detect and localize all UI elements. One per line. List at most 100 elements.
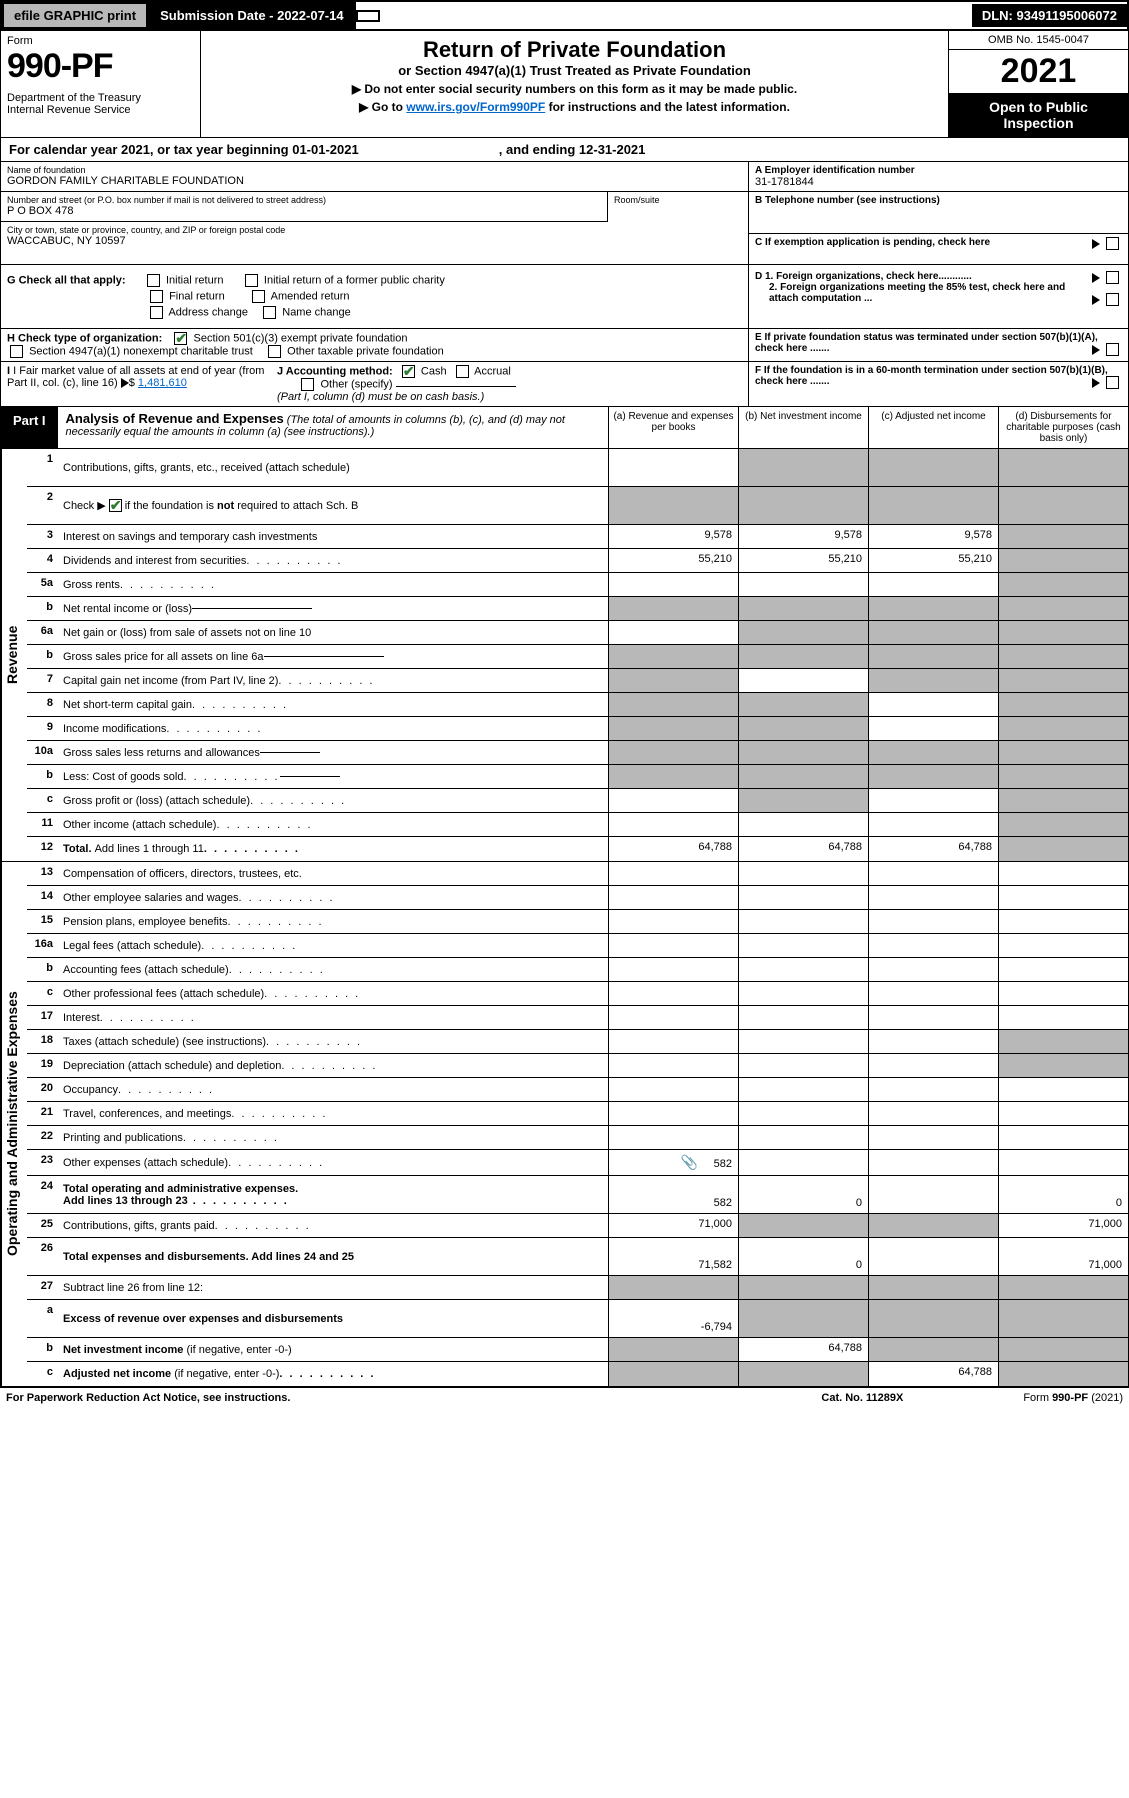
line-12: Total. Add lines 1 through 11 (59, 837, 608, 861)
submission-date-box (356, 10, 380, 22)
entity-info: Name of foundation GORDON FAMILY CHARITA… (0, 162, 1129, 265)
exemption-pending-cell: C If exemption application is pending, c… (749, 234, 1128, 264)
g-final-return-checkbox[interactable] (150, 290, 163, 303)
g-address-change-checkbox[interactable] (150, 306, 163, 319)
col-a-header: (a) Revenue and expenses per books (608, 407, 738, 448)
line-10b: Less: Cost of goods sold (59, 765, 608, 788)
room-suite-cell: Room/suite (608, 192, 748, 222)
ssn-warning: ▶ Do not enter social security numbers o… (207, 82, 942, 96)
line-4: Dividends and interest from securities (59, 549, 608, 572)
line-27: Subtract line 26 from line 12: (59, 1276, 608, 1299)
e-checkbox[interactable] (1106, 343, 1119, 356)
top-bar: efile GRAPHIC print Submission Date - 20… (0, 0, 1129, 31)
line-16b: Accounting fees (attach schedule) (59, 958, 608, 981)
ij-row: I I Fair market value of all assets at e… (0, 362, 1129, 407)
form-header: Form 990-PF Department of the Treasury I… (0, 31, 1129, 138)
line-9: Income modifications (59, 717, 608, 740)
efile-print-button[interactable]: efile GRAPHIC print (2, 2, 148, 29)
col-c-header: (c) Adjusted net income (868, 407, 998, 448)
arrow-icon (1092, 273, 1100, 283)
line-11: Other income (attach schedule) (59, 813, 608, 836)
calendar-year-row: For calendar year 2021, or tax year begi… (0, 138, 1129, 162)
schb-checkbox[interactable] (109, 499, 122, 512)
line-24: Total operating and administrative expen… (59, 1176, 608, 1213)
revenue-side-label: Revenue (1, 449, 27, 861)
expenses-side-label: Operating and Administrative Expenses (1, 862, 27, 1386)
line-10c: Gross profit or (loss) (attach schedule) (59, 789, 608, 812)
line-8: Net short-term capital gain (59, 693, 608, 716)
line-5a: Gross rents (59, 573, 608, 596)
form-title-block: Return of Private Foundation or Section … (201, 31, 948, 137)
street-address-cell: Number and street (or P.O. box number if… (1, 192, 608, 222)
line-5b: Net rental income or (loss) (59, 597, 608, 620)
part1-header: Part I Analysis of Revenue and Expenses … (0, 407, 1129, 449)
g-initial-return-checkbox[interactable] (147, 274, 160, 287)
g-row: G Check all that apply: Initial return I… (7, 274, 742, 287)
g-name-change-checkbox[interactable] (263, 306, 276, 319)
line-10a: Gross sales less returns and allowances (59, 741, 608, 764)
omb-number: OMB No. 1545-0047 (949, 31, 1128, 50)
j-cash-checkbox[interactable] (402, 365, 415, 378)
d1-checkbox[interactable] (1106, 271, 1119, 284)
line-27a: Excess of revenue over expenses and disb… (59, 1300, 608, 1337)
d2-checkbox[interactable] (1106, 293, 1119, 306)
line-22: Printing and publications (59, 1126, 608, 1149)
calyear-end: , and ending 12-31-2021 (499, 142, 646, 157)
h-4947-checkbox[interactable] (10, 345, 23, 358)
line-27b: Net investment income (if negative, ente… (59, 1338, 608, 1361)
part1-title: Analysis of Revenue and Expenses (The to… (58, 407, 608, 448)
d-section: D 1. Foreign organizations, check here..… (748, 265, 1128, 328)
line-2: Check ▶ if the foundation is not require… (59, 487, 608, 524)
part1-badge: Part I (1, 407, 58, 448)
form-footer-id: Form 990-PF (2021) (1023, 1392, 1123, 1404)
telephone-cell: B Telephone number (see instructions) (749, 192, 1128, 234)
foundation-name-cell: Name of foundation GORDON FAMILY CHARITA… (1, 162, 748, 192)
goto-note: ▶ Go to www.irs.gov/Form990PF for instru… (207, 100, 942, 114)
submission-date-label: Submission Date - 2022-07-14 (148, 2, 356, 29)
line-7: Capital gain net income (from Part IV, l… (59, 669, 608, 692)
paperwork-notice: For Paperwork Reduction Act Notice, see … (6, 1392, 821, 1404)
col-d-header: (d) Disbursements for charitable purpose… (998, 407, 1128, 448)
g-amended-checkbox[interactable] (252, 290, 265, 303)
irs-link[interactable]: www.irs.gov/Form990PF (406, 100, 545, 114)
city-cell: City or town, state or province, country… (1, 222, 748, 252)
line-16a: Legal fees (attach schedule) (59, 934, 608, 957)
line-25: Contributions, gifts, grants paid (59, 1214, 608, 1237)
form-number: 990-PF (7, 47, 194, 86)
calyear-begin: For calendar year 2021, or tax year begi… (9, 142, 359, 157)
form-word: Form (7, 35, 194, 47)
f-checkbox[interactable] (1106, 376, 1119, 389)
dln-label: DLN: 93491195006072 (972, 4, 1127, 27)
open-to-public: Open to Public Inspection (949, 93, 1128, 137)
h-other-checkbox[interactable] (268, 345, 281, 358)
line-14: Other employee salaries and wages (59, 886, 608, 909)
line-16c: Other professional fees (attach schedule… (59, 982, 608, 1005)
fmv-value[interactable]: 1,481,610 (138, 377, 187, 389)
line-18: Taxes (attach schedule) (see instruction… (59, 1030, 608, 1053)
g-section: G Check all that apply: Initial return I… (0, 265, 1129, 329)
j-other-checkbox[interactable] (301, 378, 314, 391)
g-initial-former-checkbox[interactable] (245, 274, 258, 287)
line-17: Interest (59, 1006, 608, 1029)
h-501c3-checkbox[interactable] (174, 332, 187, 345)
line-3: Interest on savings and temporary cash i… (59, 525, 608, 548)
year-block: OMB No. 1545-0047 2021 Open to Public In… (948, 31, 1128, 137)
h-row: H Check type of organization: Section 50… (0, 329, 1129, 362)
attachment-icon[interactable]: 📎 (681, 1154, 698, 1170)
col-b-header: (b) Net investment income (738, 407, 868, 448)
line-6a: Net gain or (loss) from sale of assets n… (59, 621, 608, 644)
arrow-icon (121, 378, 129, 388)
j-accrual-checkbox[interactable] (456, 365, 469, 378)
ein-cell: A Employer identification number 31-1781… (749, 162, 1128, 192)
line-20: Occupancy (59, 1078, 608, 1101)
form-subtitle: or Section 4947(a)(1) Trust Treated as P… (207, 63, 942, 78)
page-footer: For Paperwork Reduction Act Notice, see … (0, 1387, 1129, 1408)
arrow-icon (1092, 239, 1100, 249)
line-15: Pension plans, employee benefits (59, 910, 608, 933)
c-checkbox[interactable] (1106, 237, 1119, 250)
tax-year: 2021 (949, 50, 1128, 93)
line-23: Other expenses (attach schedule) (59, 1150, 608, 1175)
line-26: Total expenses and disbursements. Add li… (59, 1238, 608, 1275)
form-title: Return of Private Foundation (207, 37, 942, 63)
arrow-icon (1092, 345, 1100, 355)
